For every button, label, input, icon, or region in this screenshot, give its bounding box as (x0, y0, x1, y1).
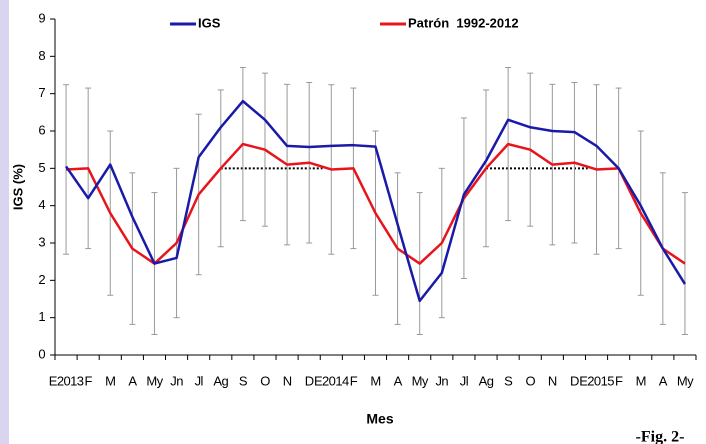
y-tick-label: 1 (38, 309, 45, 324)
series-line (65, 142, 686, 265)
y-tick-label: 0 (38, 346, 45, 361)
x-tick-label: O (525, 373, 535, 388)
x-tick-label: D (570, 373, 579, 388)
legend-label: IGS (198, 15, 221, 30)
y-tick-label: 9 (38, 10, 45, 25)
x-tick-label: S (504, 373, 513, 388)
x-tick-label: Ag (479, 373, 494, 388)
x-tick-label: D (305, 373, 314, 388)
x-tick-label: N (548, 373, 557, 388)
y-tick-label: 2 (38, 272, 45, 287)
x-axis-label: Mes (366, 411, 393, 427)
x-tick-label: A (128, 373, 137, 388)
x-tick-label: F (84, 373, 92, 388)
y-tick-label: 3 (38, 234, 45, 249)
y-tick-label: 6 (38, 122, 45, 137)
x-tick-label: Jl (195, 373, 204, 388)
x-tick-label: N (283, 373, 292, 388)
series-line (65, 99, 687, 303)
x-tick-label: E2014 (314, 373, 349, 388)
y-tick-label: 8 (38, 48, 45, 63)
x-tick-label: F (615, 373, 623, 388)
x-tick-label: S (239, 373, 248, 388)
caption: -Fig. 2- (636, 429, 685, 444)
y-tick-label: 4 (38, 197, 45, 212)
y-axis-label: IGS (%) (10, 164, 25, 210)
side-strip (0, 0, 9, 444)
x-tick-label: F (350, 373, 358, 388)
y-tick-label: 7 (38, 85, 45, 100)
y-tick-label: 5 (38, 160, 45, 175)
x-tick-label: M (636, 373, 646, 388)
x-tick-label: My (677, 373, 694, 388)
x-tick-label: O (260, 373, 270, 388)
x-tick-label: Jn (436, 373, 449, 388)
x-tick-label: Ag (213, 373, 228, 388)
x-tick-label: M (105, 373, 115, 388)
x-tick-label: My (146, 373, 163, 388)
x-tick-label: Jn (170, 373, 183, 388)
legend-label: Patrón 1992-2012 (408, 15, 519, 30)
x-tick-label: A (394, 373, 403, 388)
x-tick-label: Jl (460, 373, 469, 388)
x-tick-label: M (370, 373, 380, 388)
x-tick-label: E2013 (49, 373, 84, 388)
x-tick-label: A (659, 373, 668, 388)
x-tick-label: My (412, 373, 429, 388)
x-tick-label: E2015 (579, 373, 614, 388)
